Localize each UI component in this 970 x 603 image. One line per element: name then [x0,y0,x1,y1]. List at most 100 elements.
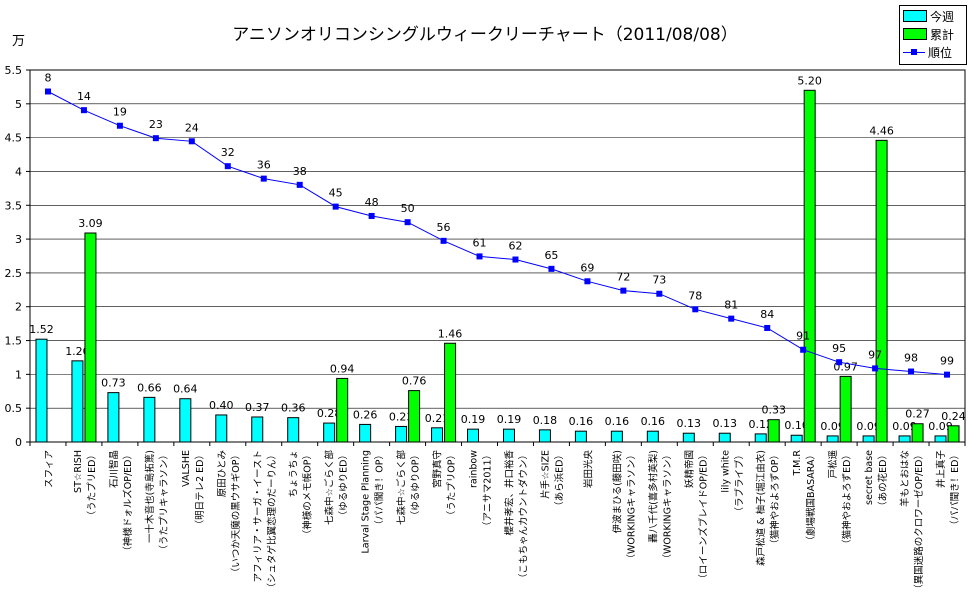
x-category-label: ちょうちょ [289,450,300,498]
data-label-rank: 95 [832,342,846,355]
x-category-label: （あら浜ED） [553,450,565,511]
y-tick-label: 4.5 [5,132,23,145]
x-category-label: （うたプリOP） [446,450,458,520]
data-label-rank: 65 [544,249,558,262]
legend-swatch-weekly [903,10,927,22]
x-category-label: （異国迷路のクロワーゼOP/ED） [913,450,925,594]
x-category-label: （神様のメモ帳OP） [302,450,314,539]
bar-weekly [215,414,228,443]
x-category-label: （いつか天魔の黒ウサギOP） [230,450,242,577]
x-category-label: （ゆるゆりED） [338,450,350,520]
x-category-label: 戸松遥 [827,450,839,479]
bar-cumulative [336,377,349,443]
data-label-rank: 69 [580,261,594,274]
data-label-weekly: 0.09 [820,420,845,433]
rank-marker [548,265,555,272]
x-category-label: 轟八千代(喜多村英梨) [647,450,659,543]
bar-weekly [395,425,408,443]
x-category-label: （猫神やおよろずED） [841,450,853,549]
x-category-label: Larval Stage Planning [361,450,372,554]
data-label-rank: 78 [688,289,702,302]
bar-cumulative [947,425,960,443]
x-category-label: 片手☆SIZE [539,450,551,499]
bar-cumulative [444,342,457,443]
y-tick-label: 3 [15,233,22,246]
data-label-rank: 73 [652,274,666,287]
y-tick-label: 2 [15,301,22,314]
x-category-label: （こもちゃんカウントダウン） [517,450,529,583]
x-category-label: （パパ聞き！OP） [374,450,386,530]
rank-marker [620,287,627,294]
legend-swatch-cumulative [903,28,927,40]
bar-cumulative [839,375,852,443]
y-axis-unit: 万 [12,34,26,49]
data-label-cumulative: 0.24 [941,410,966,423]
data-label-weekly: 0.66 [137,381,162,394]
bar-weekly [35,338,48,443]
legend-item-rank: 順位 [903,44,952,60]
x-category-label: アフィリア・サーガ・イースト [253,450,264,582]
x-category-label: 石川智晶 [108,450,120,488]
x-category-label: （猫神やおよろずOP） [769,450,781,549]
data-label-weekly: 0.23 [389,410,414,423]
bar-weekly [574,430,587,443]
x-category-label: 井上真子 [935,450,947,489]
rank-line [47,91,948,376]
bar-weekly [143,396,156,443]
rank-marker [368,212,375,219]
data-label-rank: 91 [796,330,810,343]
bar-weekly [610,430,623,443]
bar-weekly [502,428,515,443]
x-category-label: スフィア [44,450,55,488]
data-label-rank: 81 [724,299,738,312]
bar-weekly [107,392,120,443]
x-category-label: （ロイーンズブレイドOP/ED） [697,450,709,584]
rank-marker [152,135,159,142]
legend-item-weekly: 今週 [903,8,954,24]
x-category-label: 宮野真守 [432,450,444,488]
data-label-weekly: 0.12 [748,418,773,431]
rank-marker [512,256,519,263]
data-label-cumulative: 1.46 [438,327,463,340]
bar-weekly [862,435,875,443]
x-category-label: （神様ドォルズOP/ED） [122,450,134,556]
data-label-weekly: 0.18 [533,414,558,427]
bar-weekly [287,417,300,443]
y-tick-label: 2.5 [5,267,23,280]
x-category-label: （パパ聞き！ED） [949,450,961,530]
data-label-cumulative: 4.46 [869,124,894,137]
rank-marker [944,371,951,378]
data-label-weekly: 0.13 [677,417,702,430]
bar-weekly [467,428,480,443]
data-label-weekly: 0.73 [101,377,126,390]
y-tick-label: 0 [15,436,22,449]
data-label-weekly: 0.36 [281,402,306,415]
data-label-rank: 62 [508,240,522,253]
y-tick-label: 3.5 [5,199,23,212]
bar-cumulative [803,89,816,443]
data-label-cumulative: 3.09 [78,217,103,230]
data-label-rank: 23 [149,118,163,131]
y-tick-label: 1 [15,368,22,381]
data-label-weekly: 0.09 [892,420,917,433]
y-tick-label: 5 [15,98,22,111]
y-tick-label: 1.5 [5,335,23,348]
data-label-rank: 24 [185,121,199,134]
bar-weekly [682,432,695,443]
data-label-rank: 98 [904,352,918,365]
bar-weekly [646,430,659,443]
x-category-label: lily white [720,450,731,493]
x-category-label: ST☆RISH [73,450,84,493]
data-label-rank: 56 [437,221,451,234]
data-label-rank: 97 [868,348,882,361]
legend-label-cumulative: 累計 [930,27,955,42]
data-label-rank: 36 [257,159,271,172]
data-label-cumulative: 0.33 [761,404,786,417]
rank-marker [764,324,771,331]
rank-marker [224,163,231,170]
x-category-label: 一十木音也(寺島拓篤) [144,450,156,543]
data-label-rank: 14 [77,90,91,103]
x-category-label: 森戸松道 & 柚子(堀江由衣) [755,450,767,566]
data-label-rank: 32 [221,146,235,159]
